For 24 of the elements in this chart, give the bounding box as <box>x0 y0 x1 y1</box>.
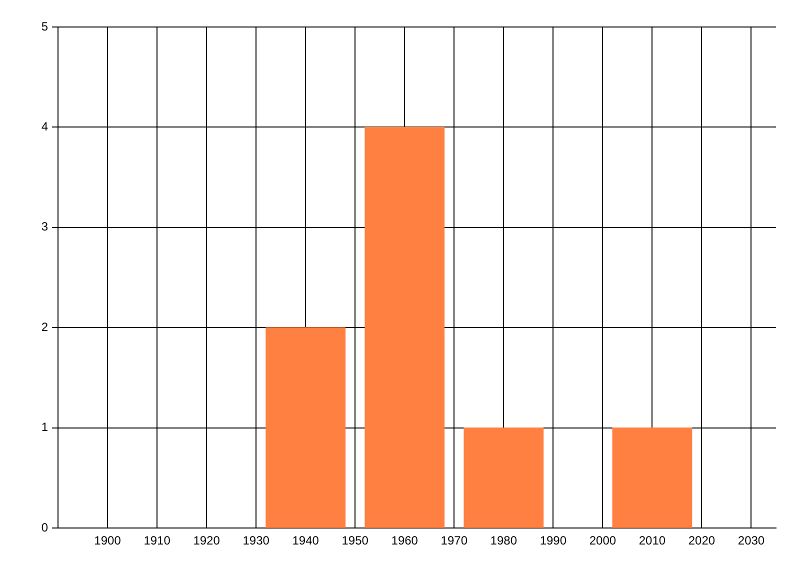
bar <box>464 427 544 528</box>
x-tick-label: 2000 <box>589 534 616 548</box>
x-tick-label: 1960 <box>391 534 418 548</box>
bar <box>266 327 346 528</box>
x-tick-label: 2020 <box>688 534 716 548</box>
x-tick-label: 1950 <box>342 534 369 548</box>
x-tick-label: 2030 <box>738 534 765 548</box>
y-tick-label: 3 <box>41 220 48 234</box>
bar <box>612 427 692 528</box>
x-tick-label: 2010 <box>638 534 666 548</box>
bar <box>364 126 445 528</box>
y-tick-label: 2 <box>41 320 48 334</box>
x-tick-label: 1980 <box>490 534 518 548</box>
x-tick-label: 1930 <box>242 534 270 548</box>
y-tick-label: 5 <box>41 19 48 34</box>
y-tick-label: 0 <box>41 520 48 534</box>
x-tick-label: 1920 <box>193 534 220 548</box>
x-tick-label: 1990 <box>540 534 567 548</box>
y-tick-label: 1 <box>41 420 48 434</box>
x-tick-label: 1910 <box>144 534 171 548</box>
x-tick-label: 1940 <box>292 534 320 548</box>
x-tick-label: 1900 <box>94 534 122 548</box>
y-tick-label: 4 <box>41 120 48 134</box>
x-tick-label: 1970 <box>440 534 468 548</box>
